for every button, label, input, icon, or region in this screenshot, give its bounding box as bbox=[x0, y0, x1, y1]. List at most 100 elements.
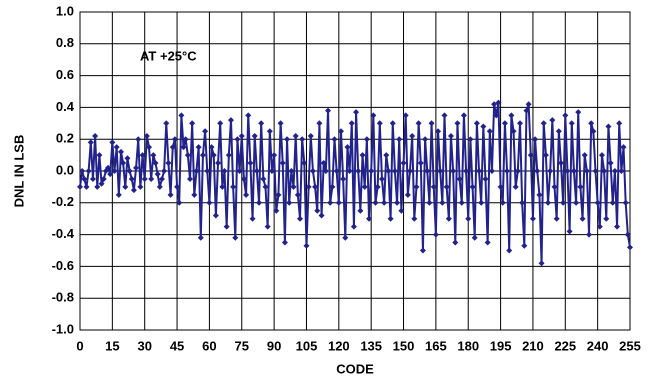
data-point bbox=[232, 234, 239, 241]
data-point bbox=[314, 207, 321, 214]
data-point bbox=[368, 168, 375, 174]
data-point bbox=[262, 183, 269, 190]
data-point bbox=[353, 109, 360, 116]
x-tick-label: 30 bbox=[137, 338, 151, 353]
data-point bbox=[501, 120, 508, 127]
data-point bbox=[135, 136, 142, 143]
data-point bbox=[627, 244, 633, 251]
data-point bbox=[335, 199, 342, 206]
y-tick-label: 0.6 bbox=[56, 67, 74, 82]
data-point bbox=[210, 152, 217, 159]
data-point bbox=[161, 168, 168, 174]
data-point bbox=[493, 112, 500, 119]
data-point bbox=[111, 168, 118, 174]
data-point bbox=[551, 183, 558, 190]
data-point bbox=[424, 168, 431, 174]
x-tick-label: 120 bbox=[328, 338, 350, 353]
data-point bbox=[247, 160, 254, 167]
data-point bbox=[187, 175, 193, 182]
data-point bbox=[579, 215, 586, 222]
data-point bbox=[260, 175, 267, 182]
x-tick-label: 240 bbox=[587, 338, 609, 353]
data-point bbox=[527, 152, 534, 159]
data-point bbox=[182, 136, 189, 143]
data-point bbox=[344, 144, 351, 151]
data-point bbox=[521, 242, 528, 249]
data-point bbox=[426, 199, 433, 206]
data-point bbox=[366, 215, 373, 222]
data-point bbox=[150, 152, 157, 159]
data-point bbox=[510, 128, 517, 135]
data-point bbox=[350, 223, 357, 230]
data-point bbox=[281, 239, 288, 246]
data-point bbox=[430, 183, 437, 190]
data-line bbox=[79, 102, 631, 264]
data-point bbox=[391, 168, 398, 174]
data-point bbox=[117, 148, 124, 155]
x-axis-label: CODE bbox=[336, 361, 374, 376]
data-point bbox=[197, 234, 204, 241]
data-point bbox=[400, 160, 407, 167]
y-tick-label: -0.2 bbox=[52, 194, 74, 209]
data-point bbox=[199, 152, 206, 159]
data-point bbox=[359, 152, 366, 159]
data-point bbox=[506, 247, 513, 254]
data-point bbox=[348, 120, 355, 127]
data-point bbox=[471, 234, 478, 241]
data-point bbox=[419, 247, 426, 254]
data-point bbox=[467, 136, 474, 143]
data-point bbox=[243, 191, 250, 198]
data-point bbox=[553, 215, 560, 222]
data-point bbox=[463, 168, 470, 174]
data-point bbox=[234, 136, 241, 143]
data-point bbox=[327, 199, 334, 206]
data-point bbox=[98, 180, 105, 187]
x-tick-label: 75 bbox=[235, 338, 249, 353]
data-point bbox=[575, 109, 582, 116]
data-point bbox=[620, 144, 627, 151]
x-tick-label: 0 bbox=[76, 338, 83, 353]
data-point bbox=[469, 183, 476, 190]
data-point bbox=[538, 260, 545, 267]
data-point bbox=[370, 112, 377, 119]
data-point bbox=[303, 242, 310, 249]
data-point bbox=[154, 171, 161, 178]
data-point bbox=[100, 175, 107, 182]
data-point bbox=[340, 175, 347, 182]
data-point bbox=[169, 144, 176, 151]
y-tick-label: -1.0 bbox=[52, 321, 74, 336]
data-point bbox=[171, 136, 178, 143]
data-point bbox=[284, 136, 291, 143]
data-point bbox=[387, 215, 394, 222]
data-point bbox=[236, 168, 243, 174]
data-point bbox=[508, 112, 515, 119]
data-point bbox=[312, 183, 319, 190]
y-tick-label: 0.4 bbox=[56, 99, 75, 114]
x-tick-label: 15 bbox=[105, 338, 119, 353]
data-point bbox=[126, 168, 133, 174]
data-point bbox=[130, 187, 137, 194]
data-point bbox=[495, 99, 502, 106]
data-point bbox=[87, 139, 94, 146]
data-point bbox=[355, 168, 362, 174]
data-point bbox=[504, 168, 511, 174]
data-point bbox=[253, 168, 260, 174]
data-point bbox=[445, 215, 452, 222]
data-point bbox=[568, 120, 575, 127]
x-tick-label: 90 bbox=[267, 338, 281, 353]
data-point bbox=[372, 199, 379, 206]
y-tick-label: 0.0 bbox=[56, 162, 74, 177]
data-point bbox=[499, 199, 506, 206]
data-point bbox=[316, 120, 323, 127]
data-point bbox=[394, 199, 401, 206]
data-point bbox=[484, 239, 491, 246]
data-point bbox=[598, 152, 605, 159]
data-point bbox=[146, 144, 153, 151]
data-point bbox=[601, 168, 608, 174]
data-point bbox=[577, 183, 584, 190]
data-point bbox=[476, 168, 483, 174]
x-tick-label: 255 bbox=[619, 338, 641, 353]
data-point bbox=[443, 183, 450, 190]
data-point bbox=[109, 139, 116, 146]
